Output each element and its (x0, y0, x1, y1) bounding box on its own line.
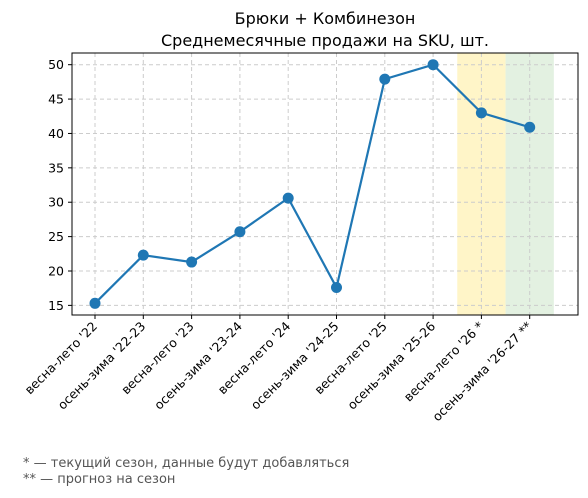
chart-subtitle: Среднемесячные продажи на SKU, шт. (161, 31, 489, 50)
data-point (186, 256, 198, 268)
series-line (94, 63, 531, 305)
chart-title: Брюки + Комбинезон (235, 9, 416, 28)
data-point (234, 226, 246, 238)
y-tick-label: 50 (48, 57, 64, 72)
data-point (427, 59, 439, 71)
footnote-current-season: * — текущий сезон, данные будут добавлят… (23, 456, 350, 471)
x-tick-label: осень-зима '23-24 (151, 318, 245, 412)
y-tick-label: 30 (48, 195, 64, 210)
x-tick-label: осень-зима '24-25 (248, 319, 342, 413)
data-point (282, 192, 294, 204)
x-tick-label: осень-зима '22-23 (54, 319, 148, 413)
data-point (475, 107, 487, 119)
highlight-band (505, 53, 554, 315)
data-point (331, 281, 342, 293)
y-tick-label: 45 (48, 92, 64, 107)
y-tick-label: 25 (48, 229, 64, 244)
series (89, 59, 536, 309)
data-point (89, 297, 101, 309)
y-tick-label: 35 (48, 160, 64, 175)
data-point (379, 73, 391, 85)
y-tick-label: 15 (48, 298, 64, 313)
x-tick-label: осень-зима '25-26 (344, 318, 438, 412)
data-point (137, 249, 149, 261)
y-tick-label: 20 (48, 263, 64, 278)
x-tick-label: осень-зима '26-27 ** (429, 319, 535, 425)
data-point (524, 121, 536, 133)
y-tick-label: 40 (48, 126, 64, 141)
footnote-forecast: ** — прогноз на сезон (23, 472, 176, 487)
highlight-bands (457, 53, 554, 315)
highlight-band (457, 53, 506, 315)
grid-lines (72, 53, 578, 315)
plot-frame (71, 52, 579, 316)
